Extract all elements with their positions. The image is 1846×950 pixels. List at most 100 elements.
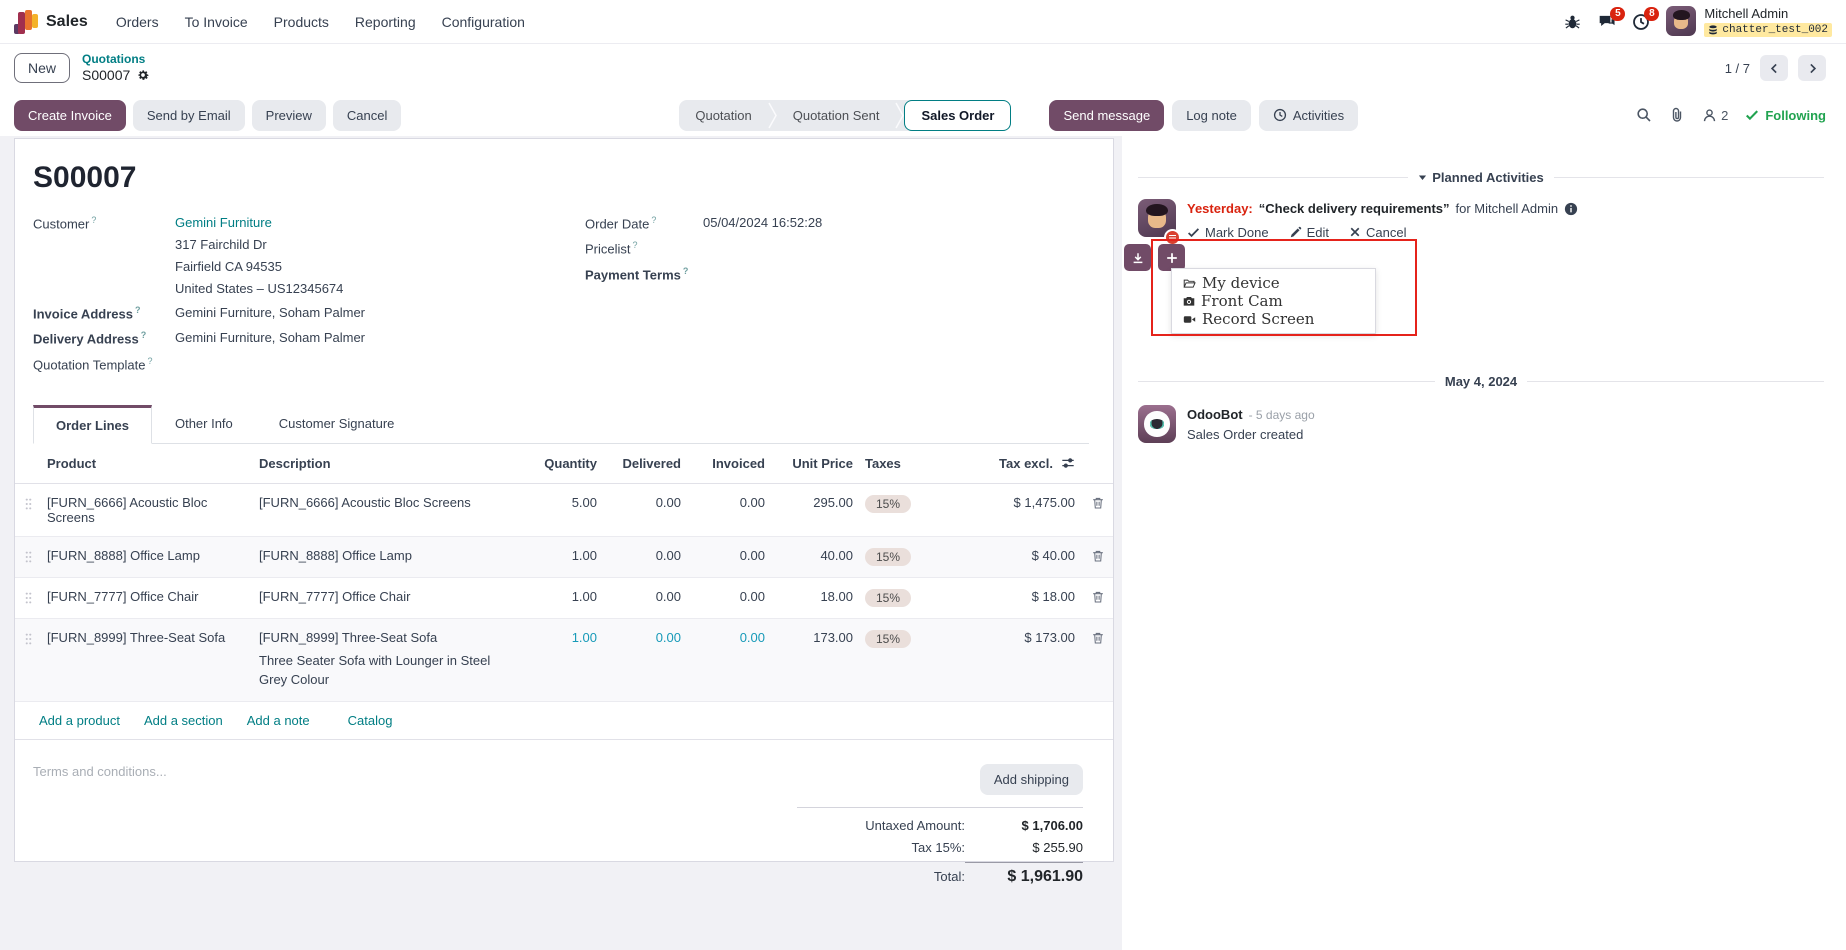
- cell-product[interactable]: [FURN_8888] Office Lamp: [47, 547, 200, 563]
- bug-icon[interactable]: [1564, 13, 1582, 31]
- tab-order-lines[interactable]: Order Lines: [33, 404, 152, 444]
- cell-product[interactable]: [FURN_7777] Office Chair: [47, 588, 199, 604]
- delete-row-icon[interactable]: [1081, 578, 1114, 604]
- add-shipping-button[interactable]: Add shipping: [979, 763, 1083, 795]
- col-invoiced[interactable]: Invoiced: [712, 455, 765, 471]
- cell-quantity[interactable]: 1.00: [571, 588, 597, 604]
- menu-item-front-cam[interactable]: Front Cam: [1182, 292, 1365, 310]
- send-message-button[interactable]: Send message: [1049, 99, 1165, 131]
- odoo-logo[interactable]: [14, 9, 38, 34]
- pager-next-button[interactable]: [1798, 55, 1826, 81]
- cell-unit-price[interactable]: 295.00: [813, 494, 853, 510]
- status-step-quotation[interactable]: Quotation: [695, 107, 752, 123]
- cell-quantity[interactable]: 1.00: [571, 629, 597, 645]
- menu-configuration[interactable]: Configuration: [441, 13, 525, 30]
- cell-unit-price[interactable]: 173.00: [813, 629, 853, 645]
- tax-pill[interactable]: 15%: [865, 629, 912, 648]
- cell-quantity[interactable]: 5.00: [571, 494, 597, 510]
- mark-done-button[interactable]: Mark Done: [1187, 223, 1269, 243]
- cell-product[interactable]: [FURN_8999] Three-Seat Sofa: [47, 629, 226, 645]
- status-step-quotation-sent[interactable]: Quotation Sent: [792, 107, 880, 123]
- activities-button[interactable]: Activities: [1258, 99, 1359, 131]
- attachments-icon[interactable]: [1669, 107, 1685, 123]
- cell-delivered[interactable]: 0.00: [655, 629, 681, 645]
- menu-item-record-screen[interactable]: Record Screen: [1182, 310, 1365, 328]
- drag-handle-icon[interactable]: [15, 537, 41, 564]
- search-messages-icon[interactable]: [1636, 107, 1652, 123]
- cell-invoiced[interactable]: 0.00: [739, 494, 765, 510]
- tab-other-info[interactable]: Other Info: [174, 415, 233, 431]
- tab-customer-signature[interactable]: Customer Signature: [278, 415, 395, 431]
- col-taxes[interactable]: Taxes: [865, 455, 901, 471]
- log-note-button[interactable]: Log note: [1172, 99, 1251, 131]
- cell-invoiced[interactable]: 0.00: [739, 588, 765, 604]
- info-icon[interactable]: [1564, 202, 1578, 216]
- drag-handle-icon[interactable]: [15, 619, 41, 646]
- app-name[interactable]: Sales: [46, 12, 88, 30]
- menu-products[interactable]: Products: [273, 13, 329, 30]
- cell-unit-price[interactable]: 40.00: [820, 547, 853, 563]
- user-menu[interactable]: Mitchell Admin chatter_test_002: [1666, 6, 1832, 37]
- menu-item-my-device[interactable]: My device: [1182, 274, 1365, 292]
- col-description[interactable]: Description: [259, 455, 331, 471]
- table-row[interactable]: [FURN_8888] Office Lamp [FURN_8888] Offi…: [15, 536, 1114, 578]
- col-quantity[interactable]: Quantity: [544, 455, 597, 471]
- order-date-value[interactable]: 05/04/2024 16:52:28: [703, 215, 823, 230]
- send-by-email-button[interactable]: Send by Email: [132, 99, 245, 131]
- status-step-sales-order[interactable]: Sales Order: [904, 99, 1012, 131]
- cell-delivered[interactable]: 0.00: [655, 588, 681, 604]
- optional-columns-icon[interactable]: [1061, 456, 1075, 470]
- table-row[interactable]: [FURN_8999] Three-Seat Sofa [FURN_8999] …: [15, 618, 1114, 702]
- create-invoice-button[interactable]: Create Invoice: [14, 99, 126, 131]
- tax-pill[interactable]: 15%: [865, 588, 912, 607]
- drag-handle-icon[interactable]: [15, 484, 41, 511]
- add-a-note-link[interactable]: Add a note: [246, 712, 310, 728]
- col-tax-excl[interactable]: Tax excl.: [999, 455, 1053, 471]
- settings-gear-icon[interactable]: [136, 68, 150, 82]
- cell-invoiced[interactable]: 0.00: [739, 547, 765, 563]
- edit-activity-button[interactable]: Edit: [1289, 223, 1329, 243]
- tax-pill[interactable]: 15%: [865, 494, 912, 513]
- new-button[interactable]: New: [14, 53, 71, 83]
- menu-to-invoice[interactable]: To Invoice: [184, 13, 248, 30]
- menu-orders[interactable]: Orders: [115, 13, 159, 30]
- activities-clock-icon[interactable]: 8: [1632, 6, 1660, 31]
- download-attachment-button[interactable]: [1124, 244, 1151, 271]
- add-attachment-button[interactable]: [1158, 244, 1185, 271]
- cell-description[interactable]: [FURN_6666] Acoustic Bloc Screens: [259, 494, 471, 510]
- delete-row-icon[interactable]: [1081, 484, 1114, 510]
- drag-handle-icon[interactable]: [15, 578, 41, 605]
- table-row[interactable]: [FURN_7777] Office Chair [FURN_7777] Off…: [15, 578, 1113, 619]
- col-delivered[interactable]: Delivered: [622, 455, 681, 471]
- customer-link[interactable]: Gemini Furniture: [175, 215, 272, 230]
- following-button[interactable]: Following: [1745, 108, 1826, 123]
- catalog-link[interactable]: Catalog: [347, 712, 393, 728]
- message-author[interactable]: OdooBot: [1187, 407, 1243, 422]
- add-a-section-link[interactable]: Add a section: [143, 712, 223, 728]
- cell-quantity[interactable]: 1.00: [571, 547, 597, 563]
- cell-unit-price[interactable]: 18.00: [820, 588, 853, 604]
- breadcrumb-quotations[interactable]: Quotations: [82, 52, 146, 67]
- cell-description[interactable]: [FURN_8999] Three-Seat Sofa Three Seater …: [253, 619, 523, 701]
- add-a-product-link[interactable]: Add a product: [39, 712, 120, 728]
- table-row[interactable]: [FURN_6666] Acoustic Bloc Screens [FURN_…: [15, 484, 1113, 537]
- pager-previous-button[interactable]: [1760, 55, 1788, 81]
- followers-button[interactable]: 2: [1702, 108, 1728, 123]
- col-unit-price[interactable]: Unit Price: [792, 455, 853, 471]
- planned-activities-header[interactable]: Planned Activities: [1138, 170, 1824, 185]
- tax-pill[interactable]: 15%: [865, 547, 912, 566]
- cancel-button[interactable]: Cancel: [332, 99, 402, 131]
- cell-delivered[interactable]: 0.00: [655, 494, 681, 510]
- col-product[interactable]: Product: [47, 455, 97, 471]
- delete-row-icon[interactable]: [1081, 619, 1114, 645]
- invoice-address-value[interactable]: Gemini Furniture, Soham Palmer: [175, 305, 366, 320]
- cell-product[interactable]: [FURN_6666] Acoustic Bloc Screens: [47, 494, 208, 525]
- delete-row-icon[interactable]: [1081, 537, 1114, 563]
- cell-description[interactable]: [FURN_8888] Office Lamp: [259, 547, 412, 563]
- messages-icon[interactable]: 5: [1598, 6, 1626, 31]
- terms-placeholder[interactable]: Terms and conditions...: [33, 763, 167, 779]
- cell-invoiced[interactable]: 0.00: [739, 629, 765, 645]
- cell-delivered[interactable]: 0.00: [655, 547, 681, 563]
- delivery-address-value[interactable]: Gemini Furniture, Soham Palmer: [175, 330, 366, 346]
- cell-description[interactable]: [FURN_7777] Office Chair: [259, 588, 411, 604]
